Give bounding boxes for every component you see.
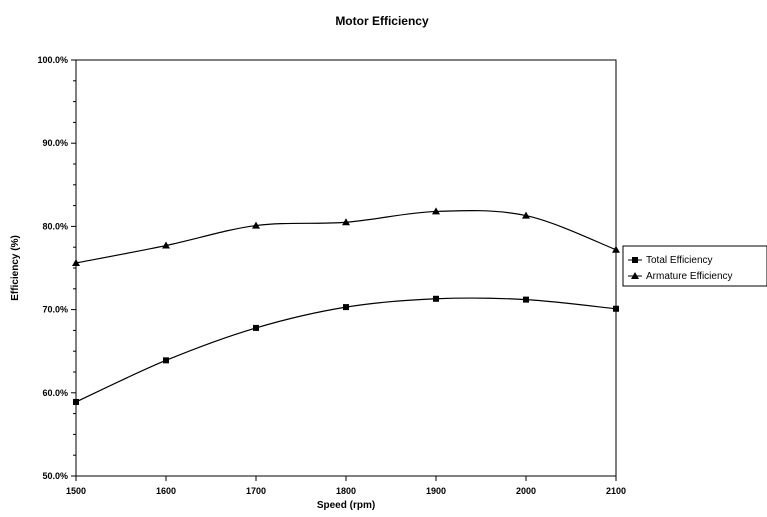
data-point-2: [612, 245, 620, 253]
x-tick-label: 1600: [156, 486, 176, 496]
y-tick-label: 80.0%: [42, 221, 68, 231]
chart-title: Motor Efficiency: [335, 14, 429, 28]
data-point-1: [433, 295, 439, 302]
data-point-1: [163, 357, 169, 364]
data-point-1: [613, 305, 619, 312]
x-tick-label: 2100: [606, 486, 626, 496]
y-tick-label: 70.0%: [42, 305, 68, 315]
data-point-2: [162, 241, 170, 249]
x-tick-label: 1700: [246, 486, 266, 496]
data-point-1: [343, 304, 349, 311]
data-point-2: [342, 218, 350, 226]
x-tick-label: 2000: [516, 486, 536, 496]
y-tick-label: 50.0%: [42, 471, 68, 481]
data-point-2: [432, 207, 440, 215]
legend-label-2: Armature Efficiency: [646, 271, 733, 282]
y-tick-label: 90.0%: [42, 138, 68, 148]
y-axis-label: Efficiency (%): [10, 235, 21, 301]
y-axis-ticks: 50.0% 60.0% 70.0% 80.0% 90.0% 100.0%: [37, 55, 76, 481]
data-point-1: [73, 398, 79, 405]
legend-box: [622, 245, 767, 287]
data-point-1: [253, 324, 259, 331]
plot-area: [75, 59, 617, 477]
x-tick-label: 1800: [336, 486, 356, 496]
series-layer: [72, 207, 620, 405]
legend-label-1: Total Efficiency: [646, 255, 713, 266]
y-tick-label: 60.0%: [42, 388, 68, 398]
legend-marker-1: [632, 257, 638, 263]
series-line-1: [75, 297, 617, 403]
x-tick-label: 1900: [426, 486, 446, 496]
x-tick-label: 1500: [66, 486, 86, 496]
legend-marker-2: [631, 272, 639, 279]
y-tick-label: 100.0%: [37, 55, 68, 65]
data-point-2: [252, 221, 260, 229]
data-point-2: [522, 211, 530, 219]
data-point-2: [72, 259, 80, 267]
legend: Total Efficiency Armature Efficiency: [622, 245, 767, 287]
data-point-1: [523, 296, 529, 303]
x-axis-ticks: 1500 1600 1700 1800 1900 2000 2100: [66, 476, 626, 496]
x-axis-label: Speed (rpm): [317, 500, 375, 511]
